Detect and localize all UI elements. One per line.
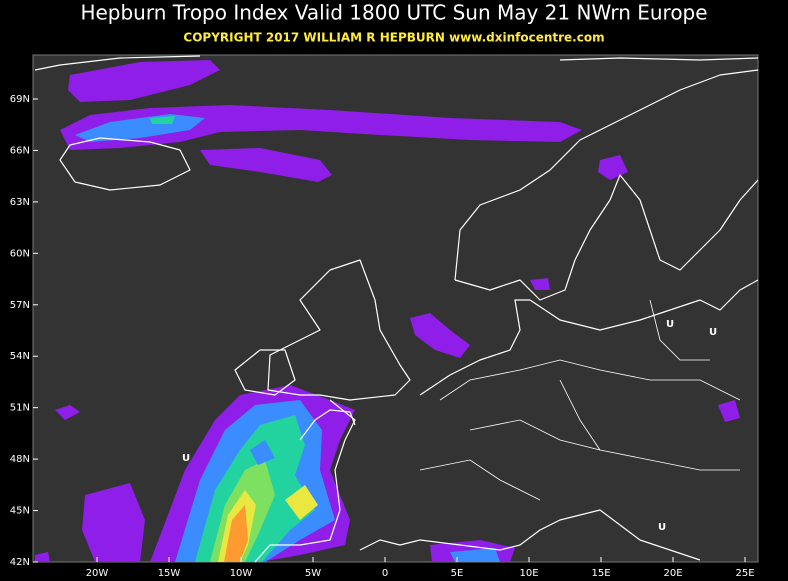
lat-label: 63N: [10, 197, 30, 208]
lon-label: 15W: [158, 568, 181, 579]
lon-label: 25E: [735, 568, 754, 579]
lat-label: 42N: [10, 557, 30, 568]
lat-label: 48N: [10, 454, 30, 465]
coastlines: [34, 55, 759, 563]
marker: U: [709, 327, 717, 338]
lat-label: 54N: [10, 351, 30, 362]
lon-label: 15E: [591, 568, 610, 579]
lon-label: 10W: [230, 568, 253, 579]
lon-label: 20E: [663, 568, 682, 579]
lat-label: 51N: [10, 403, 30, 414]
lat-label: 66N: [10, 145, 30, 156]
lat-label: 69N: [10, 94, 30, 105]
lat-label: 60N: [10, 248, 30, 259]
marker: U: [666, 319, 674, 330]
marker: U: [182, 453, 190, 464]
title: Hepburn Tropo Index Valid 1800 UTC Sun M…: [80, 1, 707, 25]
subtitle: COPYRIGHT 2017 WILLIAM R HEPBURN www.dxi…: [183, 31, 604, 45]
lon-label: 5W: [305, 568, 321, 579]
lat-label: 57N: [10, 300, 30, 311]
lat-label: 45N: [10, 506, 30, 517]
lon-label: 0: [382, 568, 388, 579]
lon-label: 10E: [519, 568, 538, 579]
lon-label: 20W: [86, 568, 109, 579]
tropo-index-shading: [35, 60, 740, 562]
lon-label: 5E: [451, 568, 464, 579]
marker: U: [658, 522, 666, 533]
